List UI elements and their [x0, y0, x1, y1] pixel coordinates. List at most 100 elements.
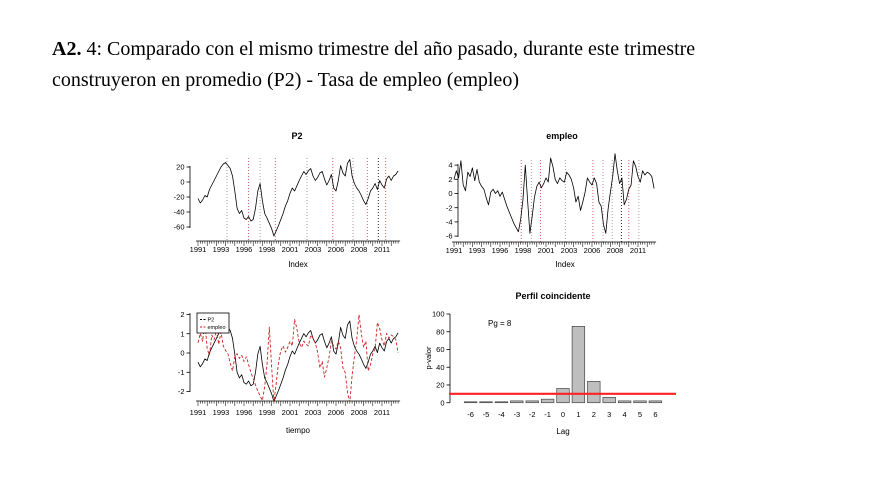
y-tick-label: 2 — [180, 310, 184, 319]
legend-label: empleo — [208, 325, 226, 331]
chart-p2-timeseries: P2 20 0 -20 -40 -60 1991 1993 1996 1998 2001 2003 20… — [174, 131, 401, 269]
x-tick-label: 1 — [576, 410, 580, 419]
x-axis-title: Index — [555, 260, 575, 269]
x-tick-label: 1993 — [213, 245, 230, 254]
x-tick-label: 3 — [607, 410, 611, 419]
bar-lag-0 — [556, 388, 570, 404]
chart-standardized-comparison: 2 1 0 -1 -2 1991 1993 1996 1998 2001 2003 2006 2008 2… — [178, 310, 401, 435]
x-tick-label: -2 — [529, 410, 536, 419]
x-tick-label: 1998 — [515, 246, 532, 255]
y-tick-label: -2 — [178, 387, 185, 396]
x-tick-label: 1996 — [492, 246, 509, 255]
x-tick-label: 2001 — [538, 246, 555, 255]
y-tick-label: 0 — [448, 189, 452, 198]
x-tick-label: 1991 — [190, 408, 207, 417]
x-axis-title: Index — [288, 260, 308, 269]
x-tick-label: 1991 — [190, 245, 207, 254]
x-tick-label: 0 — [561, 410, 565, 419]
y-tick-label: -6 — [446, 232, 453, 241]
x-tick-label: -6 — [467, 410, 474, 419]
caption-line-2: construyeron en promedio (P2) - Tasa de … — [52, 69, 519, 91]
x-axis-title: Lag — [556, 427, 569, 436]
caption-number: A2. — [52, 38, 82, 60]
y-tick-label: 60 — [436, 345, 444, 354]
legend-label: P2 — [208, 318, 215, 324]
p2-series-line — [197, 159, 399, 237]
bar-lag--1 — [540, 398, 555, 404]
bar-lag-4 — [617, 400, 632, 404]
x-tick-label: 2001 — [282, 245, 299, 254]
x-axis-title: tiempo — [286, 426, 311, 435]
x-tick-label: 2 — [592, 410, 596, 419]
chart-empleo-timeseries: empleo 4 2 0 -2 -4 -6 1991 1993 1996 1998 2001 2003 2… — [446, 131, 657, 269]
y-tick-label: -60 — [174, 223, 185, 232]
y-tick-label: 0 — [180, 178, 184, 187]
bar-lag--4 — [494, 401, 509, 404]
bar-lag--5 — [479, 401, 493, 404]
x-tick-label: 2011 — [374, 408, 390, 417]
x-tick-label: -3 — [513, 410, 520, 419]
caption-line-1: A2. 4: Comparado con el mismo trimestre … — [52, 34, 852, 65]
chart-title: P2 — [291, 131, 302, 141]
x-tick-label: 2006 — [584, 246, 601, 255]
x-tick-label: 5 — [638, 410, 642, 419]
x-tick-label: 2006 — [328, 245, 345, 254]
y-tick-label: -4 — [446, 218, 453, 227]
bar-lag--2 — [525, 400, 539, 404]
y-tick-label: 20 — [436, 381, 444, 390]
x-tick-label: 2001 — [282, 408, 299, 417]
x-tick-label: 2008 — [351, 408, 368, 417]
y-tick-label: -20 — [174, 193, 185, 202]
x-tick-label: 1998 — [259, 408, 276, 417]
chart-title: Perfil coincidente — [515, 291, 590, 301]
y-tick-label: 100 — [432, 310, 445, 319]
x-tick-label: 2003 — [305, 408, 322, 417]
x-tick-label: 6 — [653, 410, 657, 419]
bar-lag--6 — [463, 401, 478, 404]
x-tick-label: 1996 — [236, 408, 253, 417]
figure-caption: A2. 4: Comparado con el mismo trimestre … — [52, 34, 852, 96]
x-tick-label: 1996 — [236, 245, 253, 254]
empleo-standardized-line — [197, 314, 399, 403]
x-tick-label: 1993 — [213, 408, 230, 417]
bar-lag-6 — [648, 400, 663, 404]
y-tick-label: -1 — [178, 368, 185, 377]
x-tick-label: -4 — [498, 410, 505, 419]
x-tick-label: 1998 — [259, 245, 276, 254]
bar-lag-1 — [571, 326, 586, 404]
x-tick-label: 2008 — [607, 246, 624, 255]
x-tick-label: -5 — [483, 410, 490, 419]
caption-line1-text: 4: Comparado con el mismo trimestre del … — [81, 38, 696, 60]
chart-title: empleo — [546, 131, 578, 141]
bar-lag-2 — [587, 381, 601, 404]
p2-standardized-line — [197, 320, 399, 402]
y-tick-label: -2 — [446, 203, 453, 212]
x-tick-label: 1991 — [446, 246, 463, 255]
x-tick-label: 2008 — [351, 245, 368, 254]
empleo-series-line — [453, 153, 655, 234]
y-tick-label: 0 — [440, 398, 444, 407]
y-tick-label: 4 — [448, 161, 452, 170]
bar-lag--3 — [510, 400, 524, 404]
legend-box — [196, 312, 230, 334]
x-tick-label: 2011 — [374, 245, 390, 254]
y-tick-label: 1 — [180, 329, 184, 338]
y-axis-title: p-valor — [425, 346, 433, 369]
bar-lag-3 — [602, 397, 616, 404]
x-tick-label: 2003 — [305, 245, 322, 254]
y-tick-label: 0 — [180, 349, 184, 358]
y-tick-label: 20 — [176, 163, 184, 172]
x-tick-label: 4 — [623, 410, 627, 419]
bar-lag-5 — [633, 400, 647, 404]
x-tick-label: 2011 — [630, 246, 646, 255]
y-tick-label: -40 — [174, 208, 185, 217]
x-tick-label: -1 — [544, 410, 551, 419]
y-tick-label: 2 — [448, 175, 452, 184]
x-tick-label: 2006 — [328, 408, 345, 417]
x-tick-label: 1993 — [469, 246, 486, 255]
pg-annotation: Pg = 8 — [488, 319, 512, 328]
y-tick-label: 80 — [436, 327, 444, 336]
y-tick-label: 40 — [436, 363, 444, 372]
x-tick-label: 2003 — [561, 246, 578, 255]
